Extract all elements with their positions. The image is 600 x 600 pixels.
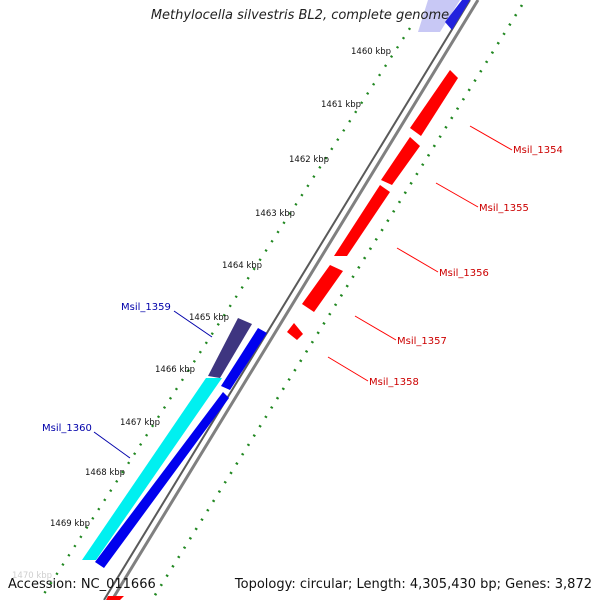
leader-msil-1359 <box>173 310 213 338</box>
label-msil-1360[interactable]: Msil_1360 <box>42 423 92 434</box>
outer-ruler <box>150 4 524 600</box>
tick-label-1465: 1465 kbp <box>189 313 229 323</box>
gene-reverse-b[interactable] <box>95 392 229 568</box>
gene-msil-1356[interactable] <box>334 185 390 256</box>
label-msil-1356[interactable]: Msil_1356 <box>439 268 489 279</box>
gene-msil-1355[interactable] <box>381 137 420 185</box>
gene-fragment-bottom <box>106 596 124 600</box>
genome-summary-text: Topology: circular; Length: 4,305,430 bp… <box>234 577 592 592</box>
label-msil-1359[interactable]: Msil_1359 <box>121 302 171 313</box>
gene-msil-1360[interactable] <box>82 378 222 560</box>
backbone-outer <box>110 0 480 600</box>
label-msil-1354[interactable]: Msil_1354 <box>513 145 563 156</box>
gene-labels: Msil_1354 Msil_1355 Msil_1356 Msil_1357 … <box>42 145 563 434</box>
gene-msil-1359[interactable] <box>208 318 252 378</box>
leader-msil-1356 <box>396 247 439 273</box>
forward-gene-track <box>106 70 458 600</box>
tick-label-1467: 1467 kbp <box>120 418 160 428</box>
leader-msil-1358 <box>327 356 369 382</box>
accession-text: Accession: NC_011666 <box>8 577 156 592</box>
gene-msil-1357[interactable] <box>302 265 343 312</box>
tick-label-1469: 1469 kbp <box>50 519 90 529</box>
leader-msil-1360 <box>93 431 131 459</box>
label-msil-1355[interactable]: Msil_1355 <box>479 203 529 214</box>
gene-reverse-a[interactable] <box>221 328 267 390</box>
tick-label-1464: 1464 kbp <box>222 261 262 271</box>
gene-fragment-top <box>418 0 460 32</box>
tick-labels: 1460 kbp 1461 kbp 1462 kbp 1463 kbp 1464… <box>12 47 391 581</box>
label-msil-1358[interactable]: Msil_1358 <box>369 377 419 388</box>
leader-msil-1354 <box>469 125 513 151</box>
genome-title: Methylocella silvestris BL2, complete ge… <box>150 8 450 23</box>
tick-label-1470: 1470 kbp <box>12 571 52 581</box>
gene-msil-1358[interactable] <box>287 323 303 340</box>
tick-label-1463: 1463 kbp <box>255 209 295 219</box>
backbone-inner <box>103 0 471 600</box>
tick-label-1461: 1461 kbp <box>321 100 361 110</box>
leader-lines <box>93 125 513 459</box>
label-msil-1357[interactable]: Msil_1357 <box>397 336 447 347</box>
tick-label-1468: 1468 kbp <box>85 468 125 478</box>
leader-msil-1357 <box>354 315 397 341</box>
tick-label-1462: 1462 kbp <box>289 155 329 165</box>
tick-label-1466: 1466 kbp <box>155 365 195 375</box>
reverse-gene-track <box>82 318 267 568</box>
leader-msil-1355 <box>435 182 479 208</box>
gene-msil-1354[interactable] <box>410 70 458 136</box>
tick-label-1460: 1460 kbp <box>351 47 391 57</box>
